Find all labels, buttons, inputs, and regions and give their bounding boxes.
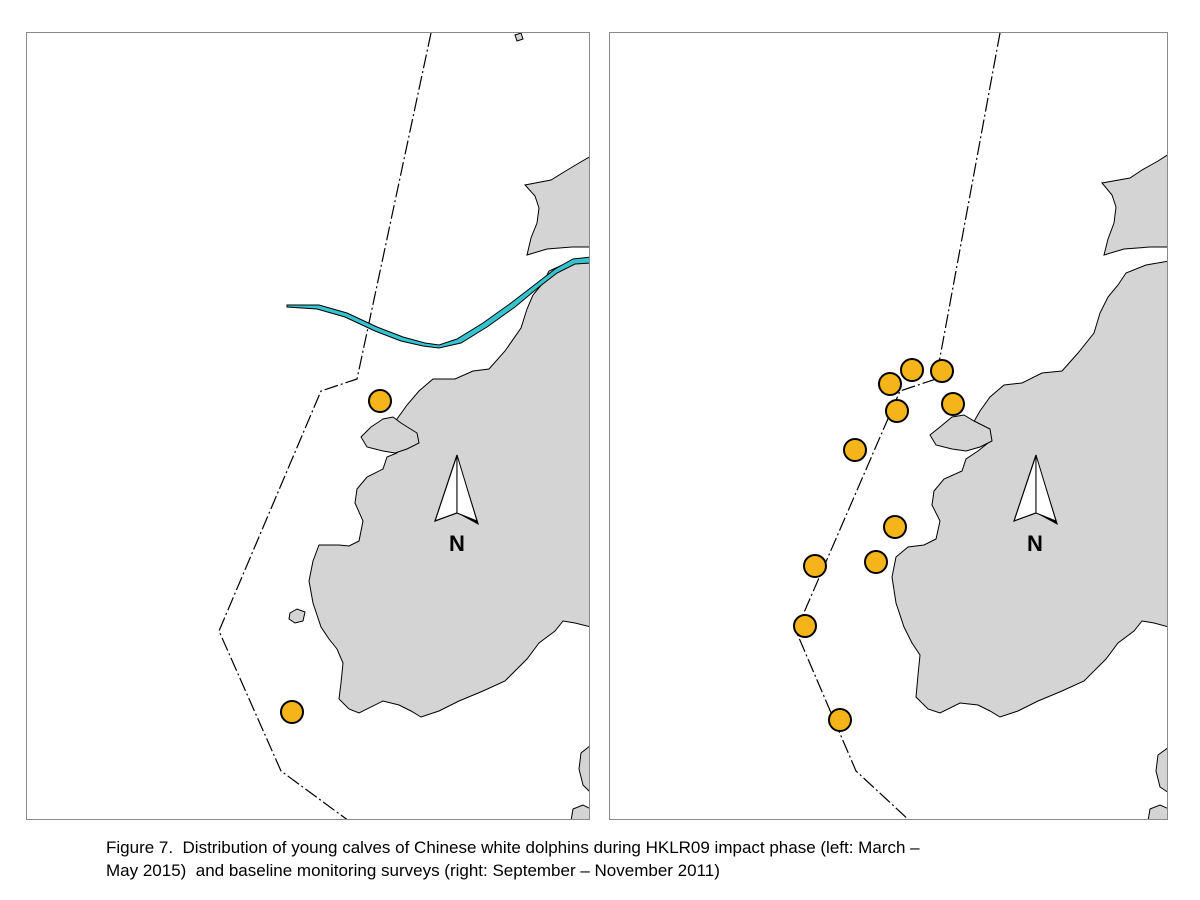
sighting-marker-icon — [368, 389, 392, 413]
sighting-marker-icon — [793, 614, 817, 638]
land-islet-north — [360, 416, 420, 454]
sighting-marker-icon — [883, 515, 907, 539]
sighting-marker-icon — [900, 358, 924, 382]
land-north-island — [524, 156, 589, 256]
map-panel-left: N — [26, 32, 590, 820]
land-islet-north — [929, 414, 993, 452]
north-label: N — [449, 531, 465, 556]
land-islet-corner — [1147, 804, 1167, 819]
land-islet-south-east — [1155, 747, 1167, 793]
sighting-marker-icon — [803, 554, 827, 578]
land-islet-small-west — [288, 608, 306, 624]
sighting-marker-icon — [885, 399, 909, 423]
sighting-marker-icon — [878, 372, 902, 396]
sighting-marker-icon — [828, 708, 852, 732]
land-islet-top — [514, 33, 524, 42]
map-canvas-left — [218, 33, 589, 819]
land-islet-south-east — [578, 745, 589, 792]
sighting-marker-icon — [864, 550, 888, 574]
sighting-marker-icon — [280, 700, 304, 724]
sighting-marker-icon — [843, 438, 867, 462]
sighting-marker-icon — [930, 359, 954, 383]
sightings-layer-right — [793, 358, 965, 732]
map-panel-right: N — [609, 32, 1168, 820]
north-label: N — [1027, 531, 1043, 556]
caption-line-1: Figure 7. Distribution of young calves o… — [106, 838, 920, 857]
land-islet-corner — [570, 804, 589, 819]
survey-area-boundary — [218, 33, 432, 819]
caption-line-2: May 2015) and baseline monitoring survey… — [106, 861, 720, 880]
figure-caption: Figure 7. Distribution of young calves o… — [106, 836, 1106, 882]
north-arrow-icon — [1013, 454, 1058, 525]
sighting-marker-icon — [941, 392, 965, 416]
map-canvas-right — [793, 33, 1167, 819]
north-arrow-icon — [434, 454, 479, 525]
land-north-island — [1101, 154, 1167, 256]
sightings-layer-left — [280, 389, 392, 724]
survey-area-boundary — [795, 33, 1001, 819]
road-alignment — [286, 256, 589, 349]
